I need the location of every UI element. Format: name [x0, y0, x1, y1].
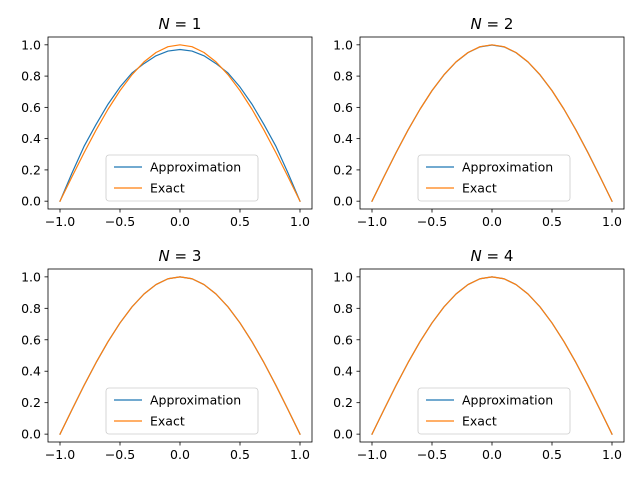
title-value: 4 [504, 247, 514, 265]
legend-label-exact: Exact [150, 181, 185, 196]
y-tick-label: 0.4 [333, 364, 353, 379]
legend-label-approximation: Approximation [462, 160, 553, 175]
y-tick-label: 0.0 [333, 194, 353, 209]
x-tick-label: 1.0 [602, 214, 622, 229]
title-value: 1 [192, 15, 202, 33]
x-tick-label: 1.0 [602, 447, 622, 462]
title-equals: = [482, 247, 504, 265]
y-tick-label: 0.4 [333, 131, 353, 146]
x-tick-label: 0.5 [542, 214, 562, 229]
x-tick-label: 0.5 [542, 447, 562, 462]
y-tick-label: 1.0 [21, 269, 41, 284]
y-tick-label: 0.6 [333, 332, 353, 347]
panel-title: N = 4 [471, 247, 514, 265]
title-equals: = [170, 247, 192, 265]
series-line-approximation [59, 48, 301, 202]
x-tick-label: 0.0 [482, 447, 502, 462]
y-tick-label: 1.0 [333, 37, 353, 52]
y-tick-label: 0.0 [333, 427, 353, 442]
legend: Approximation Exact [417, 387, 571, 435]
x-tick-label: −1.0 [45, 447, 75, 462]
y-tick-label: 0.0 [21, 427, 41, 442]
title-value: 2 [504, 15, 514, 33]
series-line-exact [371, 276, 613, 435]
y-tick-label: 0.0 [21, 194, 41, 209]
x-tick-label: −1.0 [357, 214, 387, 229]
series-line-exact [59, 44, 301, 202]
panel-title: N = 2 [471, 15, 514, 33]
title-variable: N [159, 247, 170, 265]
x-tick-label: −1.0 [45, 214, 75, 229]
x-tick-label: 1.0 [290, 214, 310, 229]
subplot-2: −1.0 −0.5 0.0 0.5 1.0 0.0 0.2 0.4 0.6 0.8 1.0 N = 2… [333, 15, 625, 229]
x-tick-label: −0.5 [105, 214, 135, 229]
x-tick-label: −0.5 [417, 214, 447, 229]
subplot-3: −1.0 −0.5 0.0 0.5 1.0 0.0 0.2 0.4 0.6 0.8 1.0 N = 3… [21, 247, 313, 462]
y-tick-label: 0.4 [21, 364, 41, 379]
title-variable: N [471, 247, 482, 265]
y-tick-label: 0.6 [333, 100, 353, 115]
subplot-1: −1.0 −0.5 0.0 0.5 1.0 0.0 0.2 0.4 0.6 0.8 1.0 N = 1… [21, 15, 313, 229]
y-tick-label: 0.4 [21, 131, 41, 146]
y-tick-label: 0.8 [333, 301, 353, 316]
legend: Approximation Exact [105, 387, 259, 435]
panel-title: N = 3 [159, 247, 202, 265]
legend-box [417, 154, 571, 202]
series-line-exact [59, 276, 301, 435]
x-tick-label: −0.5 [417, 447, 447, 462]
x-tick-label: −1.0 [357, 447, 387, 462]
x-tick-label: 0.5 [230, 447, 250, 462]
title-value: 3 [192, 247, 202, 265]
legend: Approximation Exact [417, 154, 571, 202]
legend-label-approximation: Approximation [150, 393, 241, 408]
y-tick-label: 0.8 [21, 69, 41, 84]
legend-label-approximation: Approximation [150, 160, 241, 175]
x-tick-label: 0.5 [230, 214, 250, 229]
legend-label-approximation: Approximation [462, 393, 553, 408]
title-equals: = [170, 15, 192, 33]
x-tick-label: 0.0 [170, 214, 190, 229]
series-group [59, 44, 301, 202]
y-tick-label: 0.6 [21, 100, 41, 115]
panel-title: N = 1 [159, 15, 202, 33]
title-variable: N [471, 15, 482, 33]
series-group [371, 44, 613, 202]
legend-label-exact: Exact [462, 181, 497, 196]
y-tick-label: 0.2 [333, 395, 353, 410]
legend-box [105, 154, 259, 202]
y-tick-label: 0.2 [21, 162, 41, 177]
title-variable: N [159, 15, 170, 33]
legend-box [417, 387, 571, 435]
y-tick-label: 1.0 [333, 269, 353, 284]
y-tick-label: 0.6 [21, 332, 41, 347]
y-tick-label: 1.0 [21, 37, 41, 52]
x-tick-label: 0.0 [482, 214, 502, 229]
y-tick-label: 0.2 [21, 395, 41, 410]
legend: Approximation Exact [105, 154, 259, 202]
subplot-4: −1.0 −0.5 0.0 0.5 1.0 0.0 0.2 0.4 0.6 0.8 1.0 N = 4… [333, 247, 625, 462]
series-line-exact [371, 44, 613, 202]
legend-box [105, 387, 259, 435]
x-tick-label: 1.0 [290, 447, 310, 462]
x-tick-label: 0.0 [170, 447, 190, 462]
series-group [59, 276, 301, 435]
y-tick-label: 0.8 [21, 301, 41, 316]
y-tick-label: 0.8 [333, 69, 353, 84]
legend-label-exact: Exact [462, 414, 497, 429]
title-equals: = [482, 15, 504, 33]
y-tick-label: 0.2 [333, 162, 353, 177]
series-group [371, 276, 613, 435]
legend-label-exact: Exact [150, 414, 185, 429]
x-tick-label: −0.5 [105, 447, 135, 462]
